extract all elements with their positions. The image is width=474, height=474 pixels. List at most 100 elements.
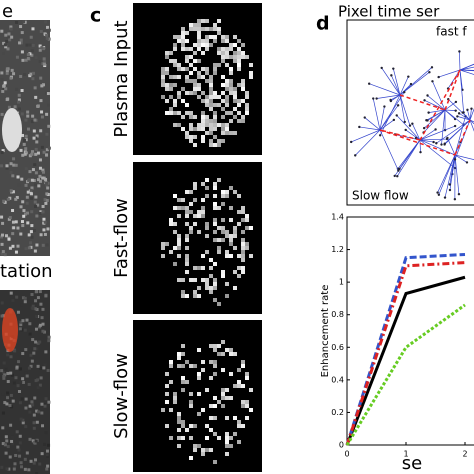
pixel: [181, 115, 185, 119]
pixel: [213, 186, 217, 190]
texture: [29, 245, 33, 249]
texture: [31, 77, 35, 81]
pixel: [185, 103, 189, 107]
pixel: [173, 230, 177, 234]
texture: [12, 163, 16, 167]
pixel: [201, 19, 205, 23]
pixel: [241, 364, 245, 368]
pixel: [177, 75, 181, 79]
texture: [10, 35, 14, 39]
texture: [33, 347, 37, 351]
edge: [432, 81, 446, 111]
pixel: [237, 59, 241, 63]
pixel: [213, 123, 217, 127]
texture: [22, 138, 26, 142]
pixel: [233, 230, 237, 234]
node: [470, 107, 473, 110]
pixel: [217, 226, 221, 230]
pixel: [237, 39, 241, 43]
texture: [32, 421, 36, 425]
edge: [419, 139, 434, 143]
pixel: [221, 127, 225, 131]
pixel: [189, 127, 193, 131]
texture: [36, 178, 40, 182]
pixel: [213, 23, 217, 27]
texture: [44, 350, 48, 354]
edge: [428, 109, 446, 113]
texture: [39, 366, 43, 370]
texture: [20, 397, 24, 401]
texture: [19, 41, 23, 45]
node: [440, 143, 443, 146]
pixel: [193, 222, 197, 226]
texture: [34, 56, 38, 60]
pixel: [221, 115, 225, 119]
node: [458, 50, 461, 53]
texture: [41, 83, 45, 87]
pixel: [169, 218, 173, 222]
texture: [11, 208, 15, 212]
series-line: [345, 303, 466, 446]
texture: [15, 87, 19, 91]
texture: [47, 37, 51, 41]
edge: [462, 112, 471, 121]
pixel: [181, 294, 185, 298]
pixel: [241, 206, 245, 210]
texture: [45, 112, 49, 116]
pixel: [165, 392, 169, 396]
pixel: [177, 356, 181, 360]
pixel: [177, 234, 181, 238]
pixel: [241, 270, 245, 274]
pixel: [189, 63, 193, 67]
pixel: [229, 444, 233, 448]
texture: [26, 221, 30, 225]
pixel: [201, 266, 205, 270]
pixel: [229, 218, 233, 222]
pixel: [197, 43, 201, 47]
pixel: [229, 206, 233, 210]
texture: [46, 92, 50, 96]
texture: [36, 378, 40, 382]
pixel: [229, 396, 233, 400]
pixel: [245, 55, 249, 59]
pixel: [165, 400, 169, 404]
texture: [18, 401, 22, 405]
pixel: [217, 139, 221, 143]
node: [393, 174, 396, 178]
texture: [45, 453, 49, 457]
pixel: [209, 344, 213, 348]
pixel: [213, 182, 217, 186]
pixel: [197, 392, 201, 396]
pixel: [241, 258, 245, 262]
pixel: [237, 210, 241, 214]
texture: [11, 244, 15, 248]
pixel: [237, 440, 241, 444]
pixel: [225, 234, 229, 238]
texture: [9, 170, 13, 174]
pixel: [237, 103, 241, 107]
texture: [42, 47, 46, 51]
pixel: [169, 83, 173, 87]
texture: [4, 367, 8, 371]
pixel: [193, 115, 197, 119]
pixel: [241, 400, 245, 404]
pixel: [249, 63, 253, 67]
pixel: [173, 396, 177, 400]
texture: [7, 32, 11, 36]
pixel: [205, 35, 209, 39]
texture: [0, 314, 4, 318]
link: [444, 69, 461, 111]
texture: [0, 215, 4, 219]
pixel: [233, 115, 237, 119]
pixel: [189, 400, 193, 404]
pixel: [213, 206, 217, 210]
pixel: [213, 372, 217, 376]
node: [427, 111, 430, 114]
pixel: [233, 95, 237, 99]
texture: [41, 168, 45, 172]
pixel: [225, 83, 229, 87]
texture: [47, 443, 51, 447]
node: [437, 193, 441, 196]
pixel: [233, 416, 237, 420]
pixel: [181, 424, 185, 428]
